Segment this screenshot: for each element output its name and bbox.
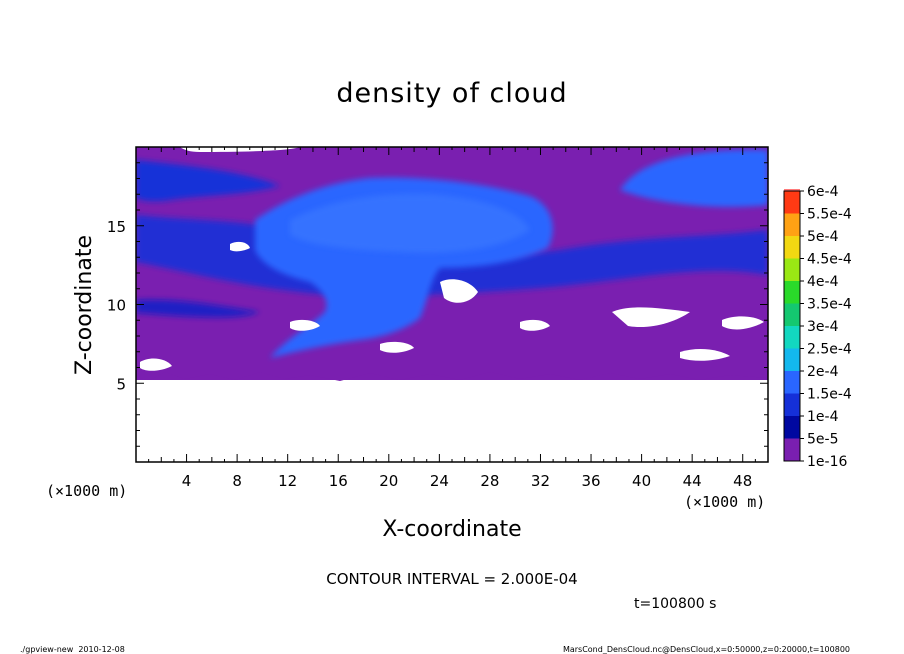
colorbar-band [784, 213, 800, 236]
colorbar-label: 4.5e-4 [807, 252, 852, 268]
time-label: t=100800 s [634, 596, 716, 612]
top-clear-streak [180, 147, 300, 152]
right-upper-layer [620, 149, 768, 207]
x-tick-label: 12 [278, 472, 297, 490]
colorbar-band [784, 438, 800, 461]
footer-left: ./gpview-new 2010-12-08 [20, 645, 125, 654]
colorbar-label: 1e-4 [807, 409, 839, 425]
x-tick-label: 44 [683, 472, 702, 490]
colorbar-band [784, 236, 800, 259]
colorbar-label: 2.5e-4 [807, 342, 852, 358]
x-tick-label: 36 [581, 472, 600, 490]
colorbar-band [784, 393, 800, 416]
colorbar-band [784, 416, 800, 439]
colorbar: 1e-16 5e-5 1e-4 1.5e-4 2e-4 2.5e-4 3e-4 3.5e-4 4… [783, 184, 852, 470]
colorbar-band-top [784, 189, 800, 191]
colorbar-label: 1e-16 [807, 454, 847, 470]
y-tick-label: 15 [107, 218, 126, 236]
contour-interval: CONTOUR INTERVAL = 2.000E-04 [326, 570, 577, 588]
x-tick-label: 16 [329, 472, 348, 490]
upper-left-layer [136, 160, 280, 202]
x-axis-title: X-coordinate [382, 517, 521, 542]
colorbar-band [784, 303, 800, 326]
colorbar-label: 5e-4 [807, 229, 839, 245]
colorbar-band [784, 191, 800, 214]
x-tick-label: 4 [182, 472, 192, 490]
colorbar-label: 1.5e-4 [807, 387, 852, 403]
colorbar-band [784, 371, 800, 394]
colorbar-band [784, 326, 800, 349]
colorbar-label: 3.5e-4 [807, 297, 852, 313]
x-axis: 4 8 12 16 20 24 28 32 36 40 44 48 [148, 147, 756, 490]
colorbar-label: 2e-4 [807, 364, 839, 380]
x-tick-label: 32 [531, 472, 550, 490]
clear-regions [136, 241, 768, 462]
colorbar-label: 6e-4 [807, 184, 839, 200]
left-band [136, 299, 260, 318]
x-tick-label: 8 [232, 472, 242, 490]
cloud-core-inner [290, 193, 530, 253]
colorbar-label: 5.5e-4 [807, 207, 852, 223]
x-tick-label: 48 [733, 472, 752, 490]
y-tick-label: 10 [107, 297, 126, 315]
x-axis-unit-right: (×1000 m) [684, 493, 765, 511]
y-axis: 5 10 15 [107, 162, 768, 447]
x-tick-label: 40 [632, 472, 651, 490]
x-tick-label: 24 [430, 472, 449, 490]
chart-title: density of cloud [336, 78, 567, 109]
colorbar-band [784, 281, 800, 304]
colorbar-label: 4e-4 [807, 274, 839, 290]
x-axis-unit-left: (×1000 m) [46, 482, 127, 500]
plot-area [136, 147, 768, 462]
colorbar-label: 3e-4 [807, 319, 839, 335]
footer-right: MarsCond_DensCloud.nc@DensCloud,x=0:5000… [563, 645, 850, 654]
y-axis-title: Z-coordinate [72, 235, 97, 375]
x-tick-label: 20 [379, 472, 398, 490]
y-tick-label: 5 [116, 375, 126, 393]
colorbar-band [784, 348, 800, 371]
colorbar-label: 5e-5 [807, 432, 838, 448]
x-tick-label: 28 [480, 472, 499, 490]
colorbar-band [784, 258, 800, 281]
cloud-field-lower-edge [136, 370, 768, 381]
